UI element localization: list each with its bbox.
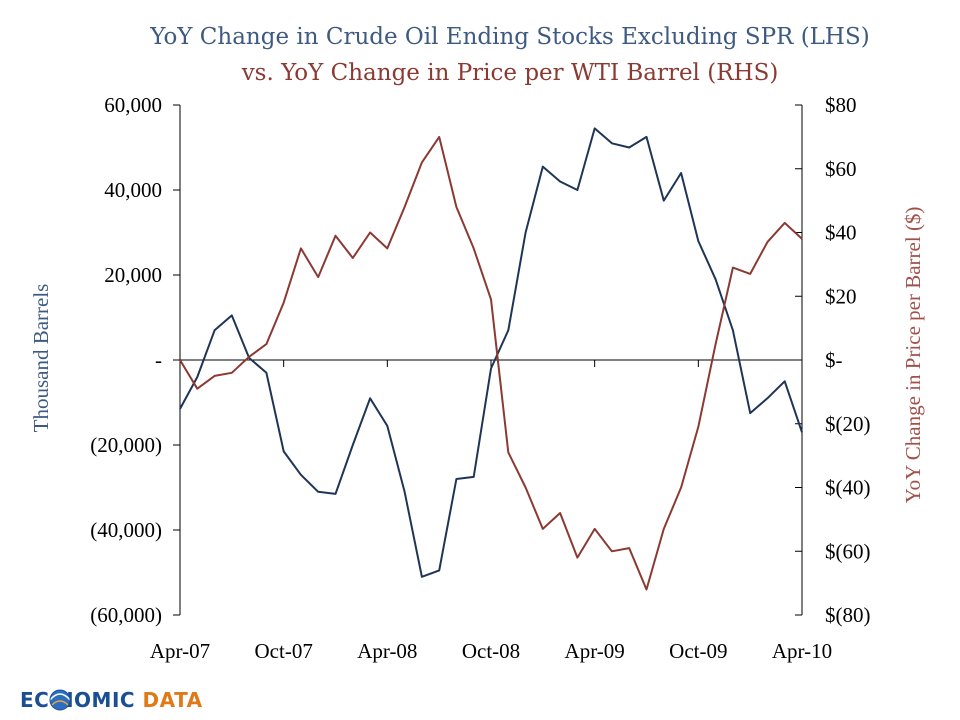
left-tick-label: - <box>155 348 162 372</box>
left-tick-label: 20,000 <box>104 263 162 287</box>
left-tick-label: 60,000 <box>104 93 162 117</box>
left-axis-title: Thousand Barrels <box>29 284 53 433</box>
series-layer <box>179 127 803 591</box>
right-tick-label: $80 <box>825 93 857 117</box>
chart-title-line2: vs. YoY Change in Price per WTI Barrel (… <box>241 60 779 86</box>
x-tick-label: Apr-10 <box>772 639 832 663</box>
right-tick-label: $20 <box>825 284 857 308</box>
chart-title-line1: YoY Change in Crude Oil Ending Stocks Ex… <box>149 24 869 50</box>
left-tick-label: (20,000) <box>90 433 162 457</box>
crude-stocks-series-line <box>179 127 803 578</box>
logo-text: EC NOMIC DATA <box>20 688 203 712</box>
x-tick-label: Oct-08 <box>462 639 520 663</box>
left-tick-label: (40,000) <box>90 518 162 542</box>
x-tick-label: Apr-09 <box>565 639 625 663</box>
right-tick-label: $40 <box>825 221 857 245</box>
right-tick-label: $(80) <box>825 603 871 627</box>
right-tick-label: $(40) <box>825 476 871 500</box>
economicdata-logo: EC NOMIC DATA <box>20 688 203 712</box>
right-tick-label: $- <box>825 348 843 372</box>
right-tick-label: $60 <box>825 157 857 181</box>
left-axis: 60,000 40,000 20,000 - (20,000) (40,000) (60,0… <box>90 93 181 627</box>
x-tick-label: Oct-07 <box>255 639 313 663</box>
right-axis-ticks: $80 $60 $40 $20 $- $(20) $(40) $(60) $(80) <box>795 93 871 627</box>
logo-part-data: DATA <box>143 688 203 712</box>
x-tick-label: Apr-08 <box>357 639 417 663</box>
right-axis: $80 $60 $40 $20 $- $(20) $(40) $(60) $(80) <box>795 93 871 627</box>
right-axis-title: YoY Change in Price per Barrel ($) <box>901 207 925 504</box>
left-tick-label: (60,000) <box>90 603 162 627</box>
left-tick-label: 40,000 <box>104 178 162 202</box>
x-axis: Apr-07 Oct-07 Apr-08 Oct-08 Apr-09 Oct-09 Apr-… <box>150 359 832 663</box>
logo-part-ec: EC <box>20 688 49 712</box>
right-tick-label: $(60) <box>825 539 871 563</box>
x-tick-label: Oct-09 <box>669 639 727 663</box>
right-tick-label: $(20) <box>825 412 871 436</box>
x-axis-ticks: Apr-07 Oct-07 Apr-08 Oct-08 Apr-09 Oct-09 Apr-… <box>150 360 832 663</box>
globe-icon <box>49 689 71 711</box>
x-tick-label: Apr-07 <box>150 639 210 663</box>
left-axis-ticks: 60,000 40,000 20,000 - (20,000) (40,000) (60,0… <box>90 93 180 627</box>
wti-price-series-line <box>179 135 803 591</box>
